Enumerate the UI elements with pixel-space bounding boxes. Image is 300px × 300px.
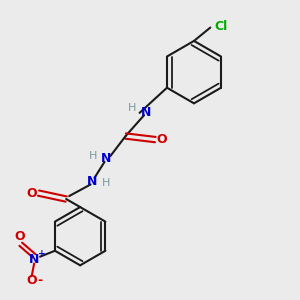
Text: O: O xyxy=(157,133,167,146)
Text: H: H xyxy=(102,178,110,188)
Text: -: - xyxy=(38,274,43,287)
Text: N: N xyxy=(29,253,39,266)
Text: +: + xyxy=(38,249,45,258)
Text: O: O xyxy=(26,274,37,287)
Text: N: N xyxy=(141,106,151,119)
Text: N: N xyxy=(101,152,111,165)
Text: O: O xyxy=(27,187,37,200)
Text: H: H xyxy=(89,151,98,161)
Text: Cl: Cl xyxy=(214,20,227,33)
Text: O: O xyxy=(14,230,25,243)
Text: H: H xyxy=(128,103,136,113)
Text: N: N xyxy=(87,175,97,188)
